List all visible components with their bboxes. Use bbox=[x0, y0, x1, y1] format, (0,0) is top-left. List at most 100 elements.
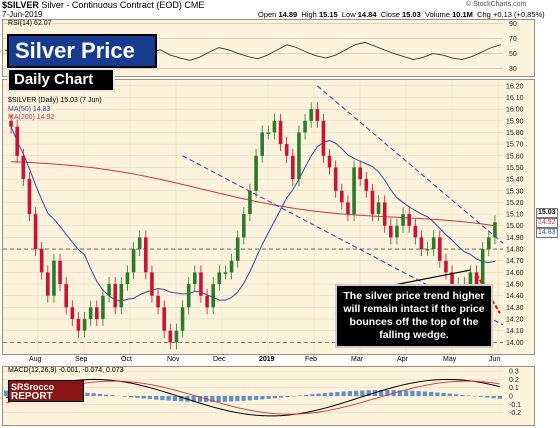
macd-histogram-bar bbox=[241, 396, 246, 401]
candle-body bbox=[162, 307, 166, 331]
macd-histogram-bar bbox=[441, 393, 446, 396]
candle-body bbox=[82, 319, 87, 331]
candle-body bbox=[352, 167, 356, 215]
candle-body bbox=[444, 260, 448, 273]
macd-histogram-bar bbox=[347, 391, 352, 396]
candle-body bbox=[346, 202, 350, 215]
macd-histogram-bar bbox=[91, 393, 96, 396]
macd-histogram-bar bbox=[329, 392, 334, 396]
rsi-tick-label: 70 bbox=[509, 36, 517, 43]
candle-body bbox=[205, 295, 209, 308]
macd-histogram-bar bbox=[422, 391, 427, 396]
candle-body bbox=[9, 120, 13, 127]
candle-body bbox=[46, 272, 50, 296]
candle-body bbox=[95, 307, 99, 320]
rsi-tick-label: 30 bbox=[509, 66, 517, 73]
candle-body bbox=[376, 202, 381, 215]
candle-body bbox=[425, 249, 430, 251]
candle-body bbox=[254, 155, 258, 191]
candle-body bbox=[125, 272, 130, 285]
candle-body bbox=[480, 249, 485, 285]
candle-body bbox=[493, 222, 497, 238]
rsi-tick-label: 50 bbox=[509, 51, 517, 58]
candle-body bbox=[303, 120, 307, 133]
macd-histogram-bar bbox=[172, 396, 177, 402]
macd-histogram-bar bbox=[416, 391, 421, 396]
price-legend: $SILVER (Daily) 15.03 (7 Jun) bbox=[8, 97, 102, 104]
macd-histogram-bar bbox=[404, 390, 409, 396]
ma50-legend: MA(50) 14.83 bbox=[8, 106, 51, 113]
macd-histogram-bar bbox=[460, 394, 465, 396]
macd-histogram-bar bbox=[260, 396, 265, 400]
macd-histogram-bar bbox=[166, 396, 171, 401]
candle-body bbox=[168, 330, 173, 343]
candle-body bbox=[211, 284, 215, 308]
x-axis-label-dec: Dec bbox=[213, 356, 226, 363]
candle-body bbox=[248, 190, 252, 215]
candle-body bbox=[21, 155, 26, 180]
macd-panel: -0.2 -0.1 0 0.1 0.2 0.3 bbox=[2, 366, 535, 426]
macd-histogram-bar bbox=[366, 390, 371, 396]
candle-body bbox=[438, 237, 442, 261]
candle-body bbox=[419, 237, 424, 250]
ma200-legend: MA(200) 14.92 bbox=[8, 114, 55, 121]
price-tick-label: 14.60 bbox=[506, 270, 524, 277]
projection-arrow bbox=[475, 274, 501, 314]
chart-subtitle: Daily Chart bbox=[7, 68, 115, 92]
candle-body bbox=[52, 260, 56, 296]
price-tick-label: 15.40 bbox=[506, 177, 524, 184]
macd-histogram-bar bbox=[135, 396, 140, 398]
annotation-box: The silver price trend higher will remai… bbox=[335, 284, 493, 348]
x-axis-label-nov: Nov bbox=[167, 356, 180, 363]
candle-body bbox=[321, 120, 326, 156]
x-axis-label-2019: 2019 bbox=[259, 356, 275, 363]
x-axis-label-may: May bbox=[443, 356, 457, 363]
wedge-lower-line bbox=[182, 155, 504, 326]
price-tick-label: 14.80 bbox=[506, 247, 524, 254]
exchange: CME bbox=[184, 0, 205, 10]
macd-histogram-bar bbox=[141, 396, 146, 399]
candle-body bbox=[395, 225, 399, 238]
description: Silver - Continuous Contract (EOD) bbox=[41, 0, 182, 10]
macd-histogram-bar bbox=[160, 396, 165, 401]
price-tick-label: 16.10 bbox=[506, 95, 524, 102]
x-axis-label-aug: Aug bbox=[29, 356, 42, 363]
candle-body bbox=[131, 249, 136, 273]
candle-body bbox=[431, 237, 436, 250]
candle-body bbox=[266, 132, 271, 134]
price-tick-label: 14.70 bbox=[506, 258, 524, 265]
price-tick-label: 16.20 bbox=[506, 83, 524, 90]
macd-histogram-bar bbox=[216, 396, 221, 402]
x-axis-label-sep: Sep bbox=[75, 356, 88, 363]
candle-body bbox=[272, 120, 277, 133]
candle-body bbox=[297, 132, 301, 180]
macd-histogram-bar bbox=[429, 391, 434, 396]
macd-histogram-bar bbox=[360, 390, 365, 396]
candle-body bbox=[107, 284, 111, 296]
macd-histogram-bar bbox=[254, 396, 259, 400]
macd-histogram-bar bbox=[316, 393, 321, 396]
candle-body bbox=[309, 109, 313, 121]
candle-body bbox=[64, 284, 68, 308]
candle-body bbox=[186, 284, 191, 308]
price-tick-label: 14.40 bbox=[506, 293, 524, 300]
candle-body bbox=[407, 214, 411, 226]
macd-histogram-bar bbox=[379, 390, 384, 396]
ma50-price-box: 14.83 bbox=[536, 228, 558, 238]
x-axis-label-feb: Feb bbox=[305, 356, 318, 363]
x-axis-label-apr: Apr bbox=[397, 356, 408, 363]
candle-body bbox=[39, 249, 44, 273]
macd-histogram-bar bbox=[266, 396, 271, 399]
date: 7-Jun-2019 bbox=[2, 10, 43, 19]
candle-body bbox=[389, 225, 393, 238]
macd-legend: MACD(12,26,9) -0.001, -0.074, 0.073 bbox=[8, 367, 124, 374]
macd-histogram-bar bbox=[435, 392, 440, 396]
price-tick-label: 14.00 bbox=[506, 340, 524, 347]
ohlc-readout: Open 14.89 High 15.15 Low 14.84 Close 15… bbox=[258, 10, 545, 19]
price-tick-label: 15.10 bbox=[506, 212, 524, 219]
symbol: $SILVER bbox=[2, 0, 39, 10]
macd-histogram-bar bbox=[335, 391, 340, 396]
candle-body bbox=[58, 260, 62, 285]
macd-histogram-bar bbox=[454, 394, 459, 396]
candle-body bbox=[229, 260, 234, 273]
